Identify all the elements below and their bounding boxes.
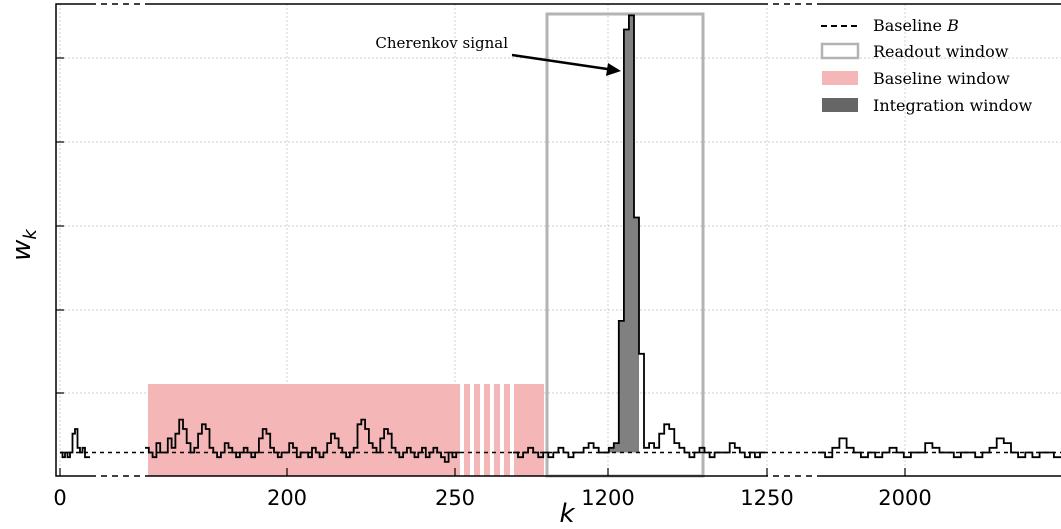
break-stripe-1 — [470, 384, 474, 476]
x-tick-label-5: 2000 — [878, 486, 931, 510]
legend-swatch-baseline-window — [822, 71, 858, 85]
legend-label-baseline: Baseline B — [873, 16, 959, 35]
waveform — [60, 14, 1061, 463]
break-stripe-5 — [510, 384, 514, 476]
break-stripe-3 — [490, 384, 494, 476]
y-axis-label: wk — [7, 228, 41, 261]
annotation-arrow-line — [511, 53, 615, 72]
legend-label-integration: Integration window — [873, 96, 1033, 115]
annotation-arrowhead — [606, 63, 621, 76]
legend-label-baseline-symbol: B — [946, 16, 959, 35]
break-stripe-2 — [480, 384, 484, 476]
break-stripe-0 — [460, 384, 464, 476]
cherenkov-annotation: Cherenkov signal — [375, 34, 621, 76]
waveform-segment-3 — [818, 437, 1061, 459]
y-axis-label-w: w — [7, 239, 37, 261]
x-tick-label-2: 250 — [435, 486, 475, 510]
waveform-segment-0 — [60, 428, 90, 459]
legend: Baseline B Readout window Baseline windo… — [820, 16, 1033, 115]
break-stripe-4 — [500, 384, 504, 476]
x-tick-label-4: 1250 — [740, 486, 793, 510]
x-tick-label-3: 1200 — [581, 486, 634, 510]
plot-frame — [55, 3, 1061, 477]
x-ticks: 0 200 250 1200 1250 2000 — [53, 2, 932, 510]
x-tick-label-0: 0 — [53, 486, 66, 510]
waveform-segment-1 — [145, 418, 460, 463]
baseline-window-rect — [148, 384, 544, 476]
windows — [148, 12, 705, 478]
grid — [56, 4, 1061, 476]
x-axis-label: k — [559, 499, 575, 529]
legend-label-baseline-text: Baseline — [873, 16, 942, 35]
x-tick-label-1: 200 — [267, 486, 307, 510]
legend-swatch-integration — [822, 98, 858, 112]
waveform-segment-2 — [513, 14, 765, 459]
annotation-text: Cherenkov signal — [375, 34, 508, 52]
legend-swatch-readout — [820, 42, 860, 60]
axes — [55, 3, 1061, 477]
legend-label-readout: Readout window — [873, 42, 1009, 61]
y-axis-label-sub: k — [20, 228, 41, 240]
legend-label-baseline-window: Baseline window — [873, 69, 1010, 88]
